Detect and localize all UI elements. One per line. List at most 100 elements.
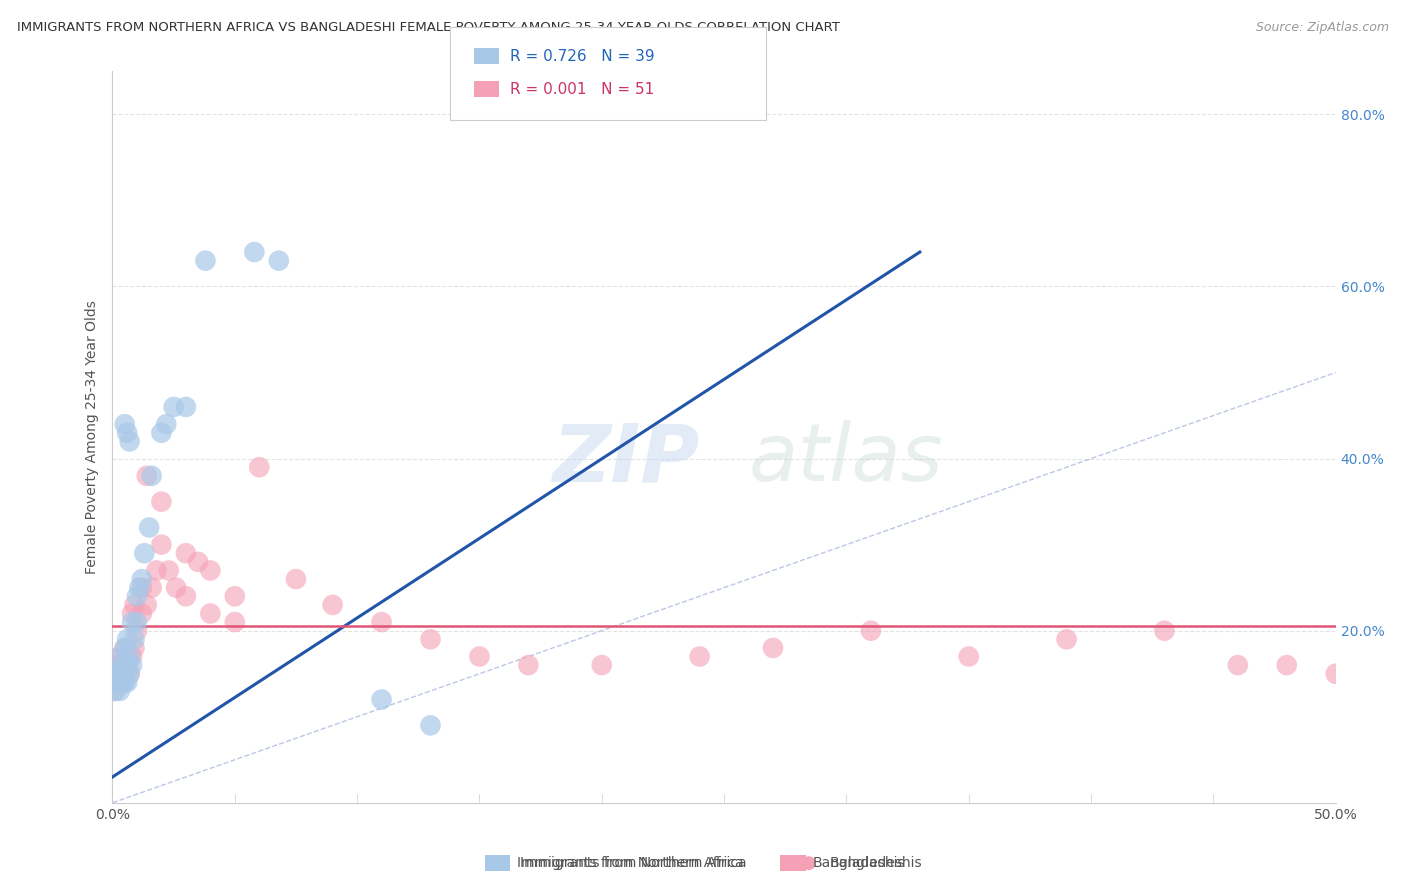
- Point: [125, 615, 148, 629]
- Point: [150, 538, 173, 552]
- Point: [1153, 624, 1175, 638]
- Point: [121, 615, 143, 629]
- Text: Immigrants from Northern Africa: Immigrants from Northern Africa: [517, 856, 744, 871]
- Point: [224, 589, 246, 603]
- Point: [155, 417, 177, 432]
- Point: [105, 658, 128, 673]
- Point: [118, 649, 141, 664]
- Point: [105, 675, 128, 690]
- Point: [131, 581, 153, 595]
- Point: [1275, 658, 1298, 673]
- Point: [118, 434, 141, 449]
- Point: [131, 607, 153, 621]
- Point: [105, 675, 128, 690]
- Text: ZIP: ZIP: [553, 420, 700, 498]
- Text: Immigrants from Northern Africa: Immigrants from Northern Africa: [520, 856, 747, 871]
- Point: [105, 666, 128, 681]
- Point: [267, 253, 290, 268]
- Point: [174, 589, 197, 603]
- Point: [124, 598, 146, 612]
- Point: [135, 598, 157, 612]
- Text: ●: ●: [491, 855, 508, 872]
- Point: [134, 546, 156, 560]
- Point: [762, 640, 785, 655]
- Point: [322, 598, 344, 612]
- Point: [114, 640, 136, 655]
- Point: [104, 666, 127, 681]
- Text: ●: ●: [800, 855, 817, 872]
- Point: [124, 640, 146, 655]
- Point: [131, 572, 153, 586]
- Point: [108, 649, 131, 664]
- Point: [135, 468, 157, 483]
- Text: R = 0.726   N = 39: R = 0.726 N = 39: [510, 49, 655, 63]
- Point: [125, 589, 148, 603]
- Text: IMMIGRANTS FROM NORTHERN AFRICA VS BANGLADESHI FEMALE POVERTY AMONG 25-34 YEAR O: IMMIGRANTS FROM NORTHERN AFRICA VS BANGL…: [17, 21, 839, 34]
- Point: [370, 692, 392, 706]
- Point: [104, 684, 127, 698]
- Point: [114, 417, 136, 432]
- Point: [284, 572, 308, 586]
- Point: [174, 546, 197, 560]
- Point: [128, 581, 150, 595]
- Point: [224, 615, 246, 629]
- Point: [157, 564, 180, 578]
- Point: [859, 624, 882, 638]
- Text: R = 0.001   N = 51: R = 0.001 N = 51: [510, 82, 655, 96]
- Point: [187, 555, 209, 569]
- Point: [141, 468, 163, 483]
- Point: [591, 658, 613, 673]
- Point: [200, 564, 222, 578]
- Point: [121, 607, 143, 621]
- Point: [108, 649, 131, 664]
- Point: [111, 658, 134, 673]
- Point: [121, 658, 143, 673]
- Point: [111, 658, 134, 673]
- Point: [419, 718, 441, 732]
- Point: [689, 649, 711, 664]
- Point: [115, 658, 138, 673]
- Point: [1056, 632, 1078, 647]
- Point: [108, 666, 131, 681]
- Point: [118, 666, 141, 681]
- Text: Bangladeshis: Bangladeshis: [813, 856, 905, 871]
- Point: [419, 632, 441, 647]
- Point: [517, 658, 540, 673]
- Point: [247, 460, 270, 475]
- Point: [104, 675, 127, 690]
- Point: [141, 581, 163, 595]
- Point: [124, 632, 146, 647]
- Point: [115, 425, 138, 440]
- Point: [165, 581, 187, 595]
- Text: Bangladeshis: Bangladeshis: [830, 856, 922, 871]
- Point: [125, 624, 148, 638]
- Point: [243, 245, 266, 260]
- Point: [114, 675, 136, 690]
- Text: atlas: atlas: [749, 420, 943, 498]
- Point: [1324, 666, 1347, 681]
- Point: [194, 253, 217, 268]
- Text: Source: ZipAtlas.com: Source: ZipAtlas.com: [1256, 21, 1389, 34]
- Point: [104, 684, 127, 698]
- Point: [200, 607, 222, 621]
- Y-axis label: Female Poverty Among 25-34 Year Olds: Female Poverty Among 25-34 Year Olds: [86, 300, 100, 574]
- Point: [468, 649, 491, 664]
- Point: [115, 632, 138, 647]
- Point: [114, 666, 136, 681]
- Point: [174, 400, 197, 414]
- Point: [370, 615, 392, 629]
- Point: [163, 400, 186, 414]
- Point: [111, 675, 134, 690]
- Point: [957, 649, 980, 664]
- Point: [118, 666, 141, 681]
- Point: [150, 425, 173, 440]
- Point: [111, 675, 134, 690]
- Point: [138, 520, 160, 534]
- Point: [108, 684, 131, 698]
- Point: [108, 666, 131, 681]
- Point: [150, 494, 173, 508]
- Point: [1226, 658, 1249, 673]
- Point: [115, 658, 138, 673]
- Point: [121, 649, 143, 664]
- Point: [114, 666, 136, 681]
